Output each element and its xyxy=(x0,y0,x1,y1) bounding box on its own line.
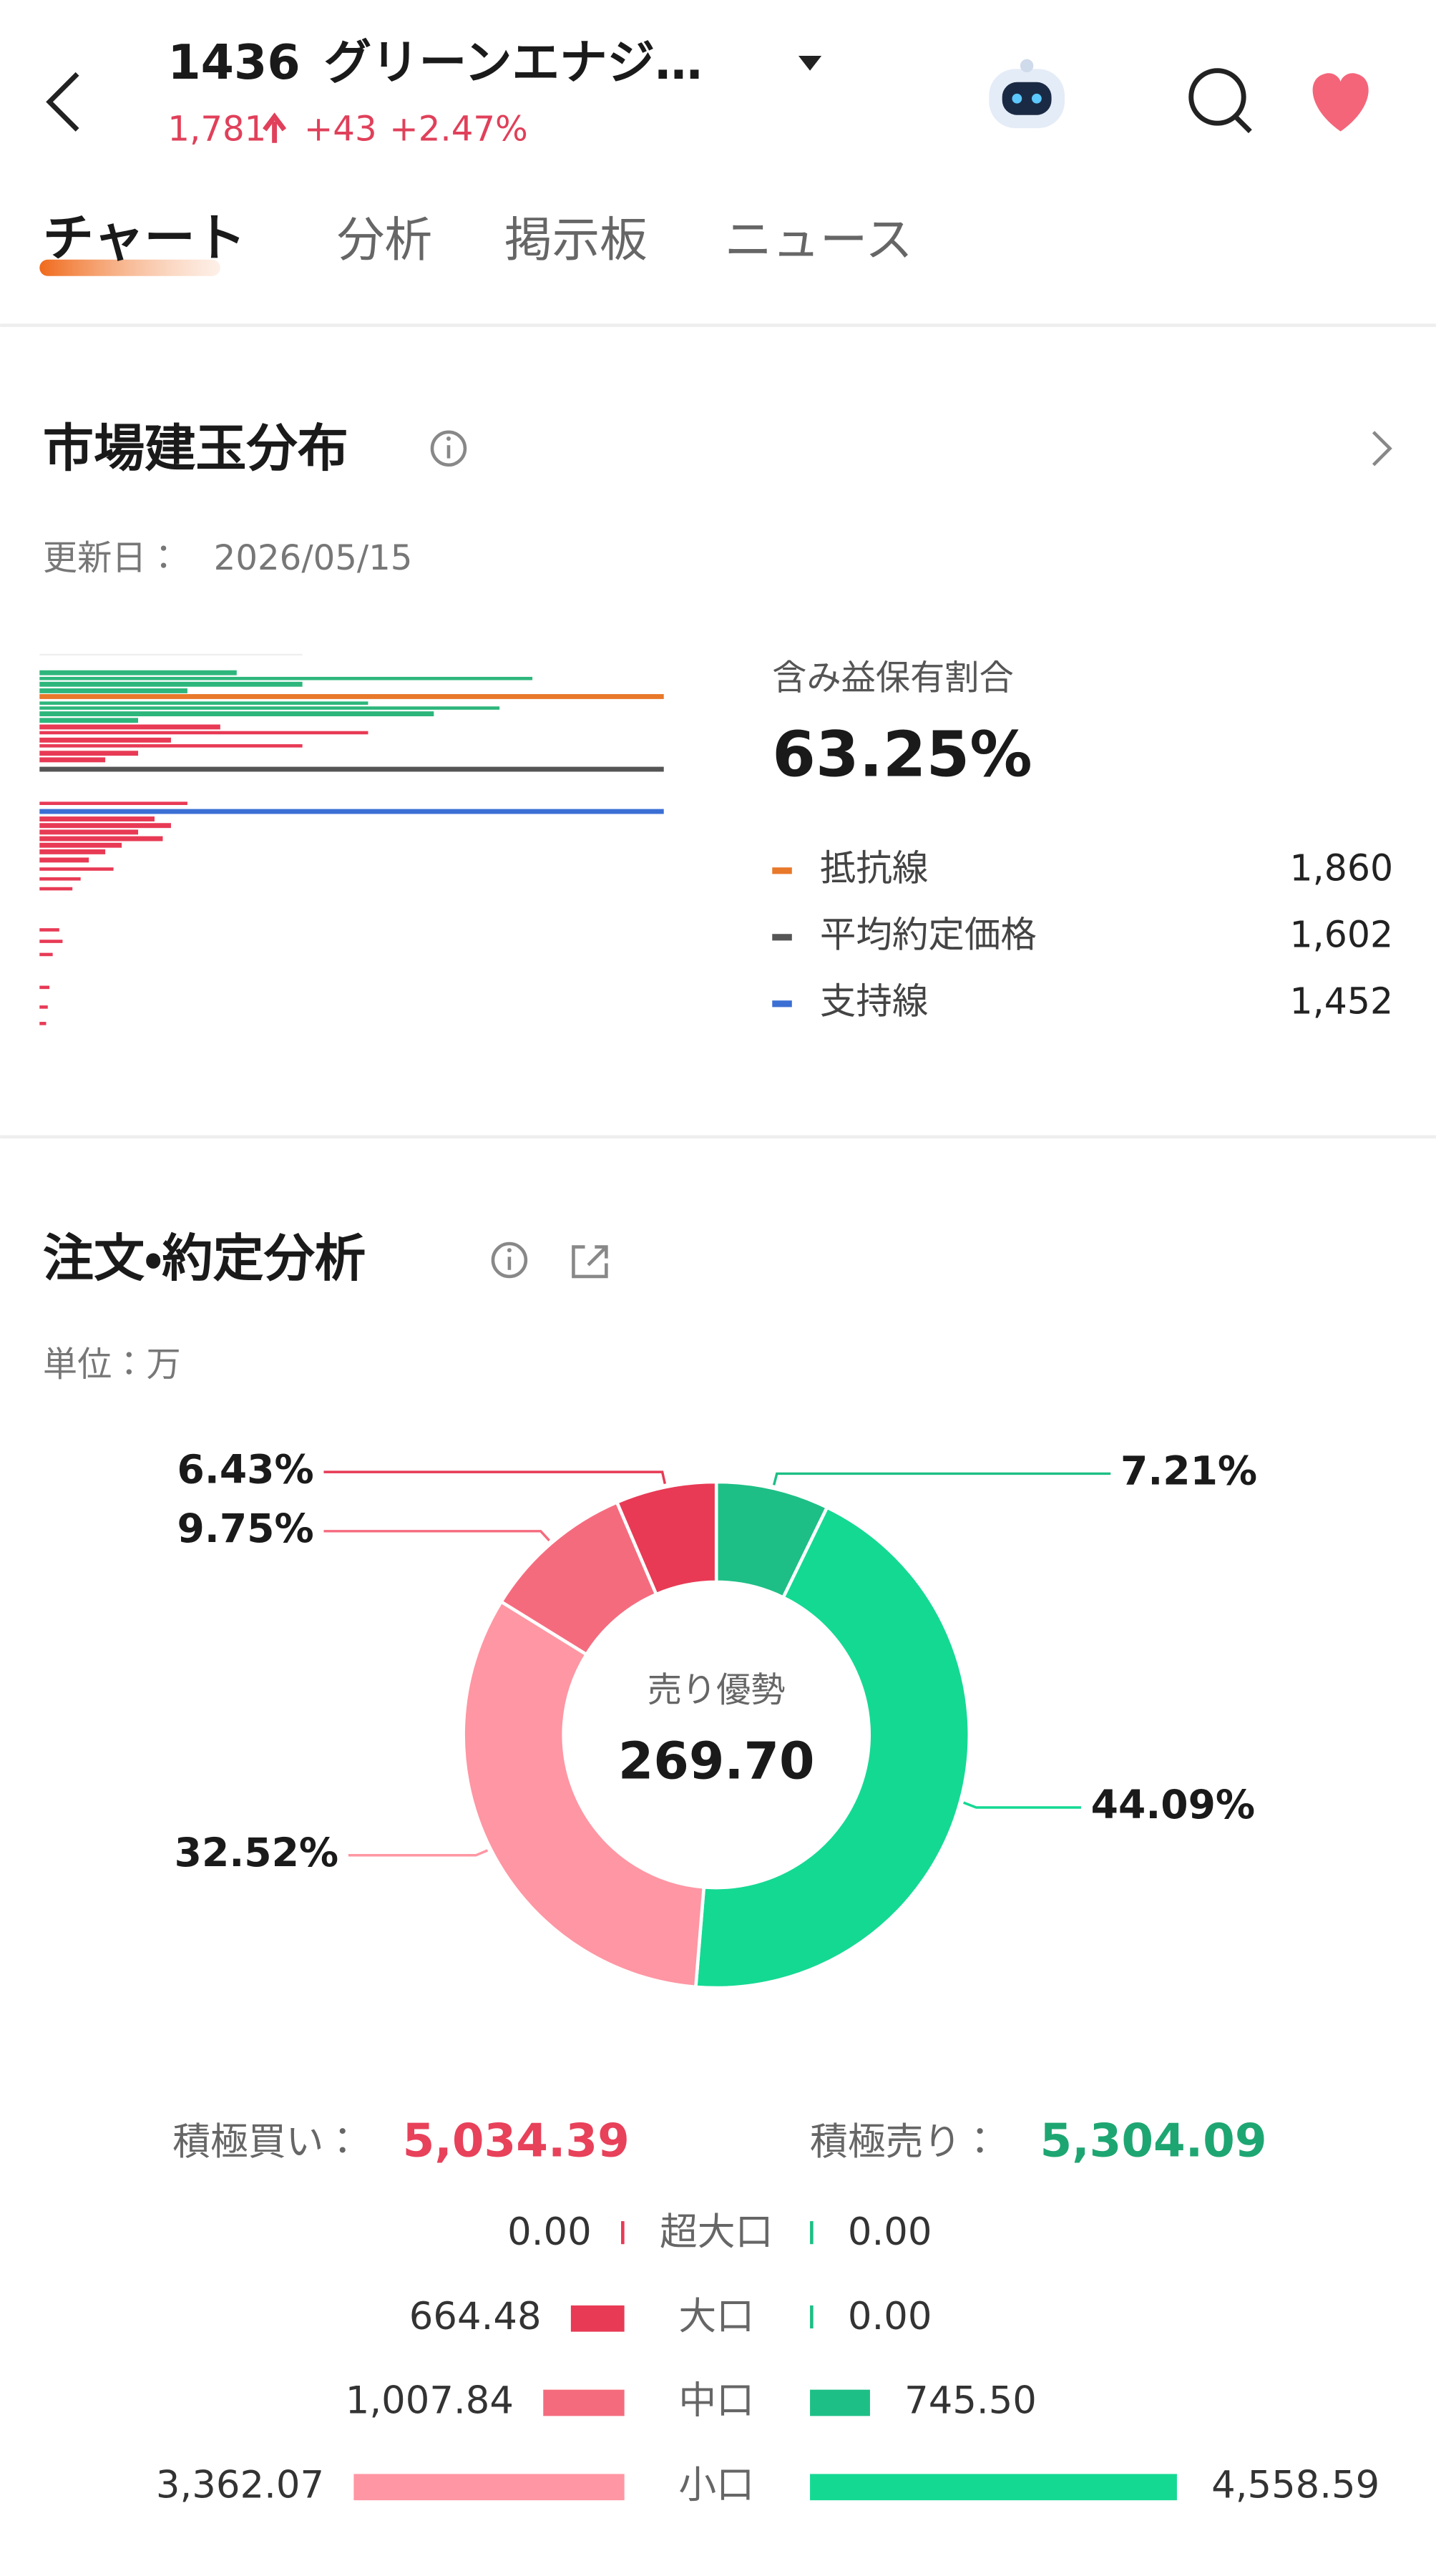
bar-value: 4,558.59 xyxy=(1211,2463,1379,2507)
leader-line xyxy=(323,1470,667,1484)
bar xyxy=(543,2389,625,2416)
category-label: 超大口 xyxy=(660,2210,773,2254)
info-icon[interactable] xyxy=(491,1241,528,1279)
sell-total: 5,304.09 xyxy=(1040,2114,1267,2168)
buy-total-label: 積極買い： xyxy=(172,2120,361,2164)
legend-value: 1,860 xyxy=(1290,847,1394,889)
legend-value: 1,602 xyxy=(1290,913,1394,955)
category-label: 大口 xyxy=(678,2295,754,2338)
stock-name[interactable]: グリーンエナジ… xyxy=(323,34,702,90)
sell-total-label: 積極売り： xyxy=(810,2120,999,2164)
level-line xyxy=(39,809,664,814)
tab[interactable]: 掲示板 xyxy=(504,212,648,268)
bar xyxy=(810,2221,814,2245)
divider xyxy=(0,323,1436,327)
tab-indicator xyxy=(39,259,220,276)
share-icon[interactable] xyxy=(572,1245,608,1279)
bar-value: 3,362.07 xyxy=(156,2463,324,2507)
bar-value: 745.50 xyxy=(904,2379,1037,2423)
leader-line xyxy=(963,1801,1081,1809)
slice-label: 32.52% xyxy=(175,1830,338,1875)
slice-label: 44.09% xyxy=(1091,1782,1255,1828)
bar-value: 0.00 xyxy=(507,2210,592,2254)
back-button[interactable] xyxy=(46,72,79,132)
legend-label: 支持線 xyxy=(820,980,929,1022)
legend-label: 抵抗線 xyxy=(820,847,929,889)
bar xyxy=(810,2474,1177,2501)
bar xyxy=(353,2474,625,2501)
more-arrow[interactable] xyxy=(1372,431,1392,467)
search-button[interactable] xyxy=(1188,68,1252,134)
divider xyxy=(0,1135,1436,1139)
tab[interactable]: 分析 xyxy=(337,212,432,268)
favorite-button[interactable] xyxy=(1312,73,1369,132)
dropdown-icon[interactable] xyxy=(798,56,822,71)
level-line xyxy=(39,694,664,699)
section-title: 注文・約定分析 xyxy=(43,1229,366,1288)
legend-value: 1,452 xyxy=(1290,980,1394,1022)
legend-swatch xyxy=(772,867,792,874)
donut-slice xyxy=(615,1480,718,1597)
bar-value: 0.00 xyxy=(848,2295,932,2338)
updated-label: 更新日： xyxy=(43,538,181,578)
tab[interactable]: ニュース xyxy=(725,212,913,268)
category-label: 中口 xyxy=(678,2379,754,2423)
up-arrow xyxy=(263,112,287,143)
donut-slice xyxy=(693,1505,972,1990)
info-icon[interactable] xyxy=(430,430,467,467)
bar-value: 1,007.84 xyxy=(346,2379,514,2423)
leader-line xyxy=(323,1530,550,1542)
donut-center-value: 269.70 xyxy=(618,1731,815,1790)
legend-label: 平均約定価格 xyxy=(820,913,1037,955)
donut-center-label: 売り優勢 xyxy=(648,1670,786,1710)
bar xyxy=(570,2305,625,2332)
category-label: 小口 xyxy=(678,2463,754,2507)
updated-date: 2026/05/15 xyxy=(214,538,413,578)
bar-value: 664.48 xyxy=(409,2295,542,2338)
slice-label: 6.43% xyxy=(177,1446,314,1492)
level-line xyxy=(39,766,664,772)
slice-label: 7.21% xyxy=(1120,1448,1257,1494)
assistant-icon[interactable] xyxy=(989,59,1065,129)
price-change: +43 xyxy=(304,109,377,150)
leader-line xyxy=(348,1849,489,1857)
buy-total: 5,034.39 xyxy=(403,2114,630,2168)
stock-code: 1436 xyxy=(167,34,300,90)
distribution-histogram xyxy=(39,653,533,1025)
ratio-label: 含み益保有割合 xyxy=(772,658,1013,698)
price: 1,781 xyxy=(167,109,266,150)
tab[interactable]: チャート xyxy=(43,208,246,268)
bar xyxy=(810,2389,870,2416)
bar xyxy=(621,2221,625,2245)
unit-label: 単位：万 xyxy=(43,1345,181,1385)
section-title: 市場建玉分布 xyxy=(43,419,348,478)
bar-value: 0.00 xyxy=(848,2210,932,2254)
legend-swatch xyxy=(772,934,792,941)
slice-label: 9.75% xyxy=(177,1506,314,1551)
leader-line xyxy=(772,1472,1111,1485)
bar xyxy=(810,2305,814,2329)
legend-swatch xyxy=(772,1000,792,1008)
donut-slice xyxy=(461,1599,706,1989)
ratio-value: 63.25% xyxy=(772,718,1032,791)
price-change-pct: +2.47% xyxy=(389,109,528,150)
